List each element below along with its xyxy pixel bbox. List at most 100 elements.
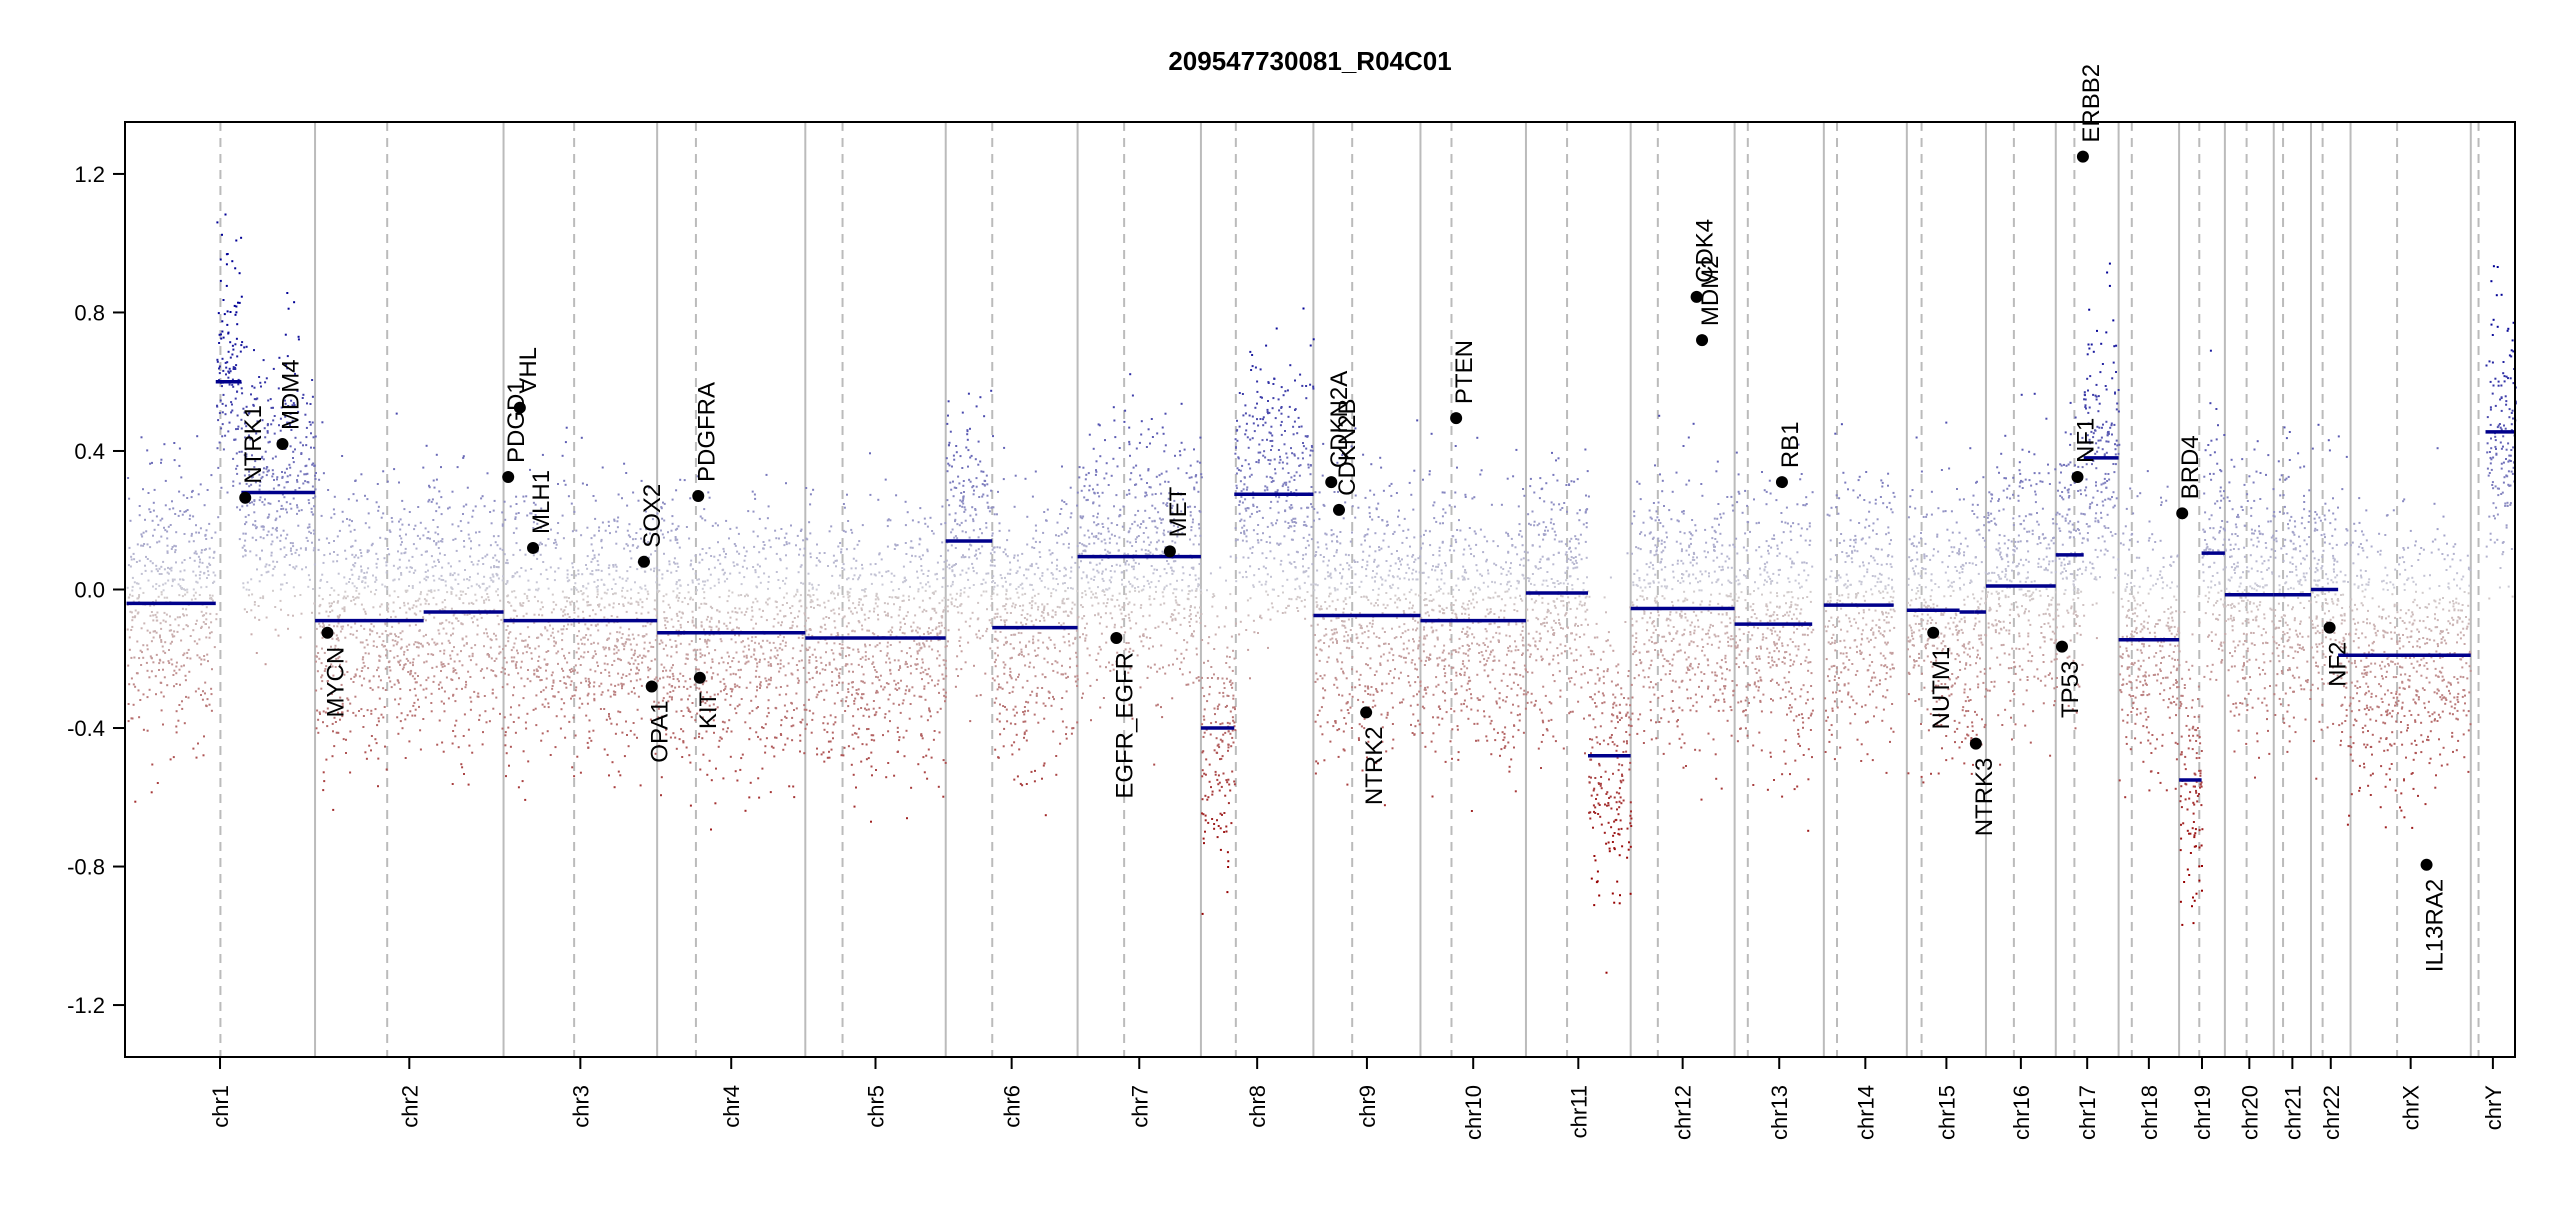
probe-point — [978, 496, 980, 498]
probe-point — [622, 643, 624, 645]
probe-point — [957, 476, 959, 478]
probe-point — [493, 510, 495, 512]
probe-point — [464, 614, 466, 616]
probe-point — [773, 626, 775, 628]
probe-point — [642, 625, 644, 627]
probe-point — [865, 645, 867, 647]
probe-point — [518, 786, 520, 788]
probe-point — [452, 523, 454, 525]
probe-point — [706, 731, 708, 733]
probe-point — [399, 559, 401, 561]
probe-point — [710, 629, 712, 631]
probe-point — [297, 475, 299, 477]
probe-point — [462, 602, 464, 604]
probe-point — [632, 492, 634, 494]
probe-point — [434, 590, 436, 592]
probe-point — [744, 555, 746, 557]
probe-point — [938, 622, 940, 624]
probe-point — [422, 534, 424, 536]
probe-point — [441, 538, 443, 540]
probe-point — [438, 688, 440, 690]
probe-point — [701, 559, 703, 561]
probe-point — [227, 430, 229, 432]
probe-point — [581, 643, 583, 645]
probe-point — [866, 758, 868, 760]
probe-point — [832, 652, 834, 654]
probe-point — [819, 631, 821, 633]
probe-point — [630, 643, 632, 645]
probe-point — [961, 506, 963, 508]
probe-point — [836, 669, 838, 671]
probe-point — [538, 544, 540, 546]
probe-point — [205, 705, 207, 707]
probe-point — [755, 696, 757, 698]
probe-point — [821, 627, 823, 629]
probe-point — [856, 689, 858, 691]
probe-point — [189, 515, 191, 517]
probe-point — [660, 794, 662, 796]
probe-point — [322, 789, 324, 791]
probe-point — [515, 665, 517, 667]
probe-point — [810, 629, 812, 631]
probe-point — [753, 511, 755, 513]
probe-point — [597, 579, 599, 581]
probe-point — [857, 578, 859, 580]
probe-point — [198, 638, 200, 640]
probe-point — [593, 535, 595, 537]
probe-point — [377, 758, 379, 760]
probe-point — [173, 630, 175, 632]
probe-point — [246, 346, 248, 348]
probe-point — [483, 632, 485, 634]
probe-point — [293, 301, 295, 303]
probe-point — [191, 496, 193, 498]
probe-point — [454, 700, 456, 702]
probe-point — [129, 649, 131, 651]
probe-point — [171, 548, 173, 550]
probe-point — [177, 616, 179, 618]
probe-point — [689, 695, 691, 697]
probe-point — [199, 657, 201, 659]
probe-point — [853, 558, 855, 560]
probe-point — [756, 586, 758, 588]
probe-point — [184, 533, 186, 535]
probe-point — [293, 498, 295, 500]
probe-point — [278, 357, 280, 359]
probe-point — [950, 431, 952, 433]
probe-point — [682, 675, 684, 677]
probe-point — [678, 686, 680, 688]
probe-point — [186, 652, 188, 654]
probe-point — [807, 594, 809, 596]
probe-point — [616, 652, 618, 654]
probe-point — [735, 770, 737, 772]
probe-point — [345, 597, 347, 599]
probe-point — [594, 518, 596, 520]
probe-point — [348, 525, 350, 527]
probe-point — [826, 690, 828, 692]
probe-point — [288, 464, 290, 466]
probe-point — [800, 722, 802, 724]
probe-point — [1000, 574, 1002, 576]
probe-point — [776, 601, 778, 603]
probe-point — [592, 558, 594, 560]
probe-point — [172, 579, 174, 581]
probe-point — [203, 754, 205, 756]
probe-point — [982, 635, 984, 637]
probe-point — [1077, 545, 1079, 547]
probe-point — [372, 575, 374, 577]
probe-point — [362, 658, 364, 660]
probe-point — [767, 684, 769, 686]
probe-point — [154, 529, 156, 531]
probe-point — [576, 589, 578, 591]
probe-point — [239, 538, 241, 540]
probe-point — [756, 666, 758, 668]
probe-point — [200, 663, 202, 665]
probe-point — [809, 583, 811, 585]
probe-point — [398, 482, 400, 484]
probe-point — [446, 677, 448, 679]
probe-point — [253, 511, 255, 513]
probe-point — [722, 777, 724, 779]
probe-point — [617, 711, 619, 713]
probe-point — [1056, 568, 1058, 570]
probe-point — [385, 689, 387, 691]
probe-point — [711, 626, 713, 628]
